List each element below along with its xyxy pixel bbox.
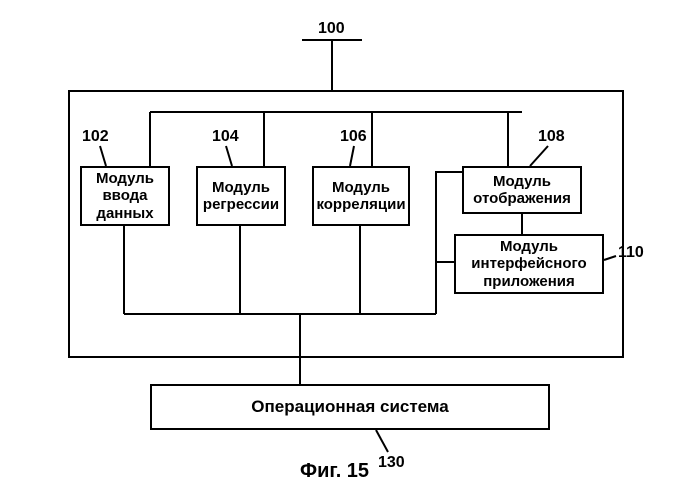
- ref-110: 110: [618, 244, 644, 262]
- module-display-label: Модульотображения: [473, 173, 571, 208]
- module-display: Модульотображения: [462, 166, 582, 214]
- operating-system-label: Операционная система: [251, 397, 448, 417]
- ref-102: 102: [82, 128, 109, 146]
- diagram-canvas: Модульвводаданных Модульрегрессии Модуль…: [0, 0, 678, 500]
- ref-104: 104: [212, 128, 239, 146]
- module-interface-label: Модульинтерфейсногоприложения: [471, 238, 586, 290]
- ref-108: 108: [538, 128, 565, 146]
- module-data-input: Модульвводаданных: [80, 166, 170, 226]
- ref-130: 130: [378, 454, 405, 472]
- operating-system-box: Операционная система: [150, 384, 550, 430]
- module-correlation: Модулькорреляции: [312, 166, 410, 226]
- figure-caption: Фиг. 15: [300, 460, 369, 483]
- module-interface: Модульинтерфейсногоприложения: [454, 234, 604, 294]
- ref-100: 100: [318, 20, 345, 38]
- module-data-input-label: Модульвводаданных: [96, 170, 154, 222]
- module-regression-label: Модульрегрессии: [203, 179, 279, 214]
- module-correlation-label: Модулькорреляции: [316, 179, 405, 214]
- ref-106: 106: [340, 128, 367, 146]
- module-regression: Модульрегрессии: [196, 166, 286, 226]
